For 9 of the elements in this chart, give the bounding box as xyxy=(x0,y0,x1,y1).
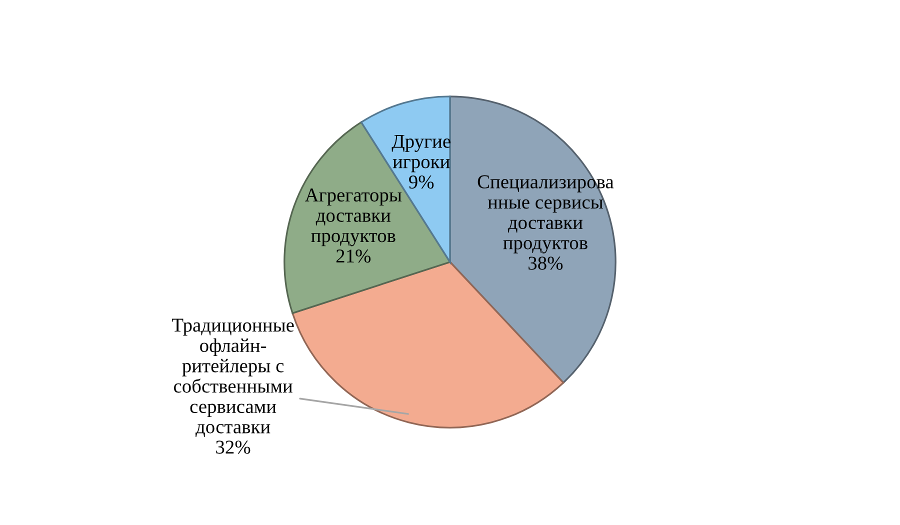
pie-slice xyxy=(284,121,451,314)
slice-label: Агрегаторы доставки продуктов xyxy=(304,188,402,246)
data-label: 32% xyxy=(216,440,250,454)
data-label: 21% xyxy=(336,249,371,263)
slice-label: Традиционные офлайн- ритейлеры с собственными сервисами доставки xyxy=(172,318,294,437)
pie-slice xyxy=(449,96,616,384)
data-label: 38% xyxy=(528,256,563,270)
slice-label: Другие игроки xyxy=(392,134,450,172)
data-label: 9% xyxy=(409,175,434,189)
